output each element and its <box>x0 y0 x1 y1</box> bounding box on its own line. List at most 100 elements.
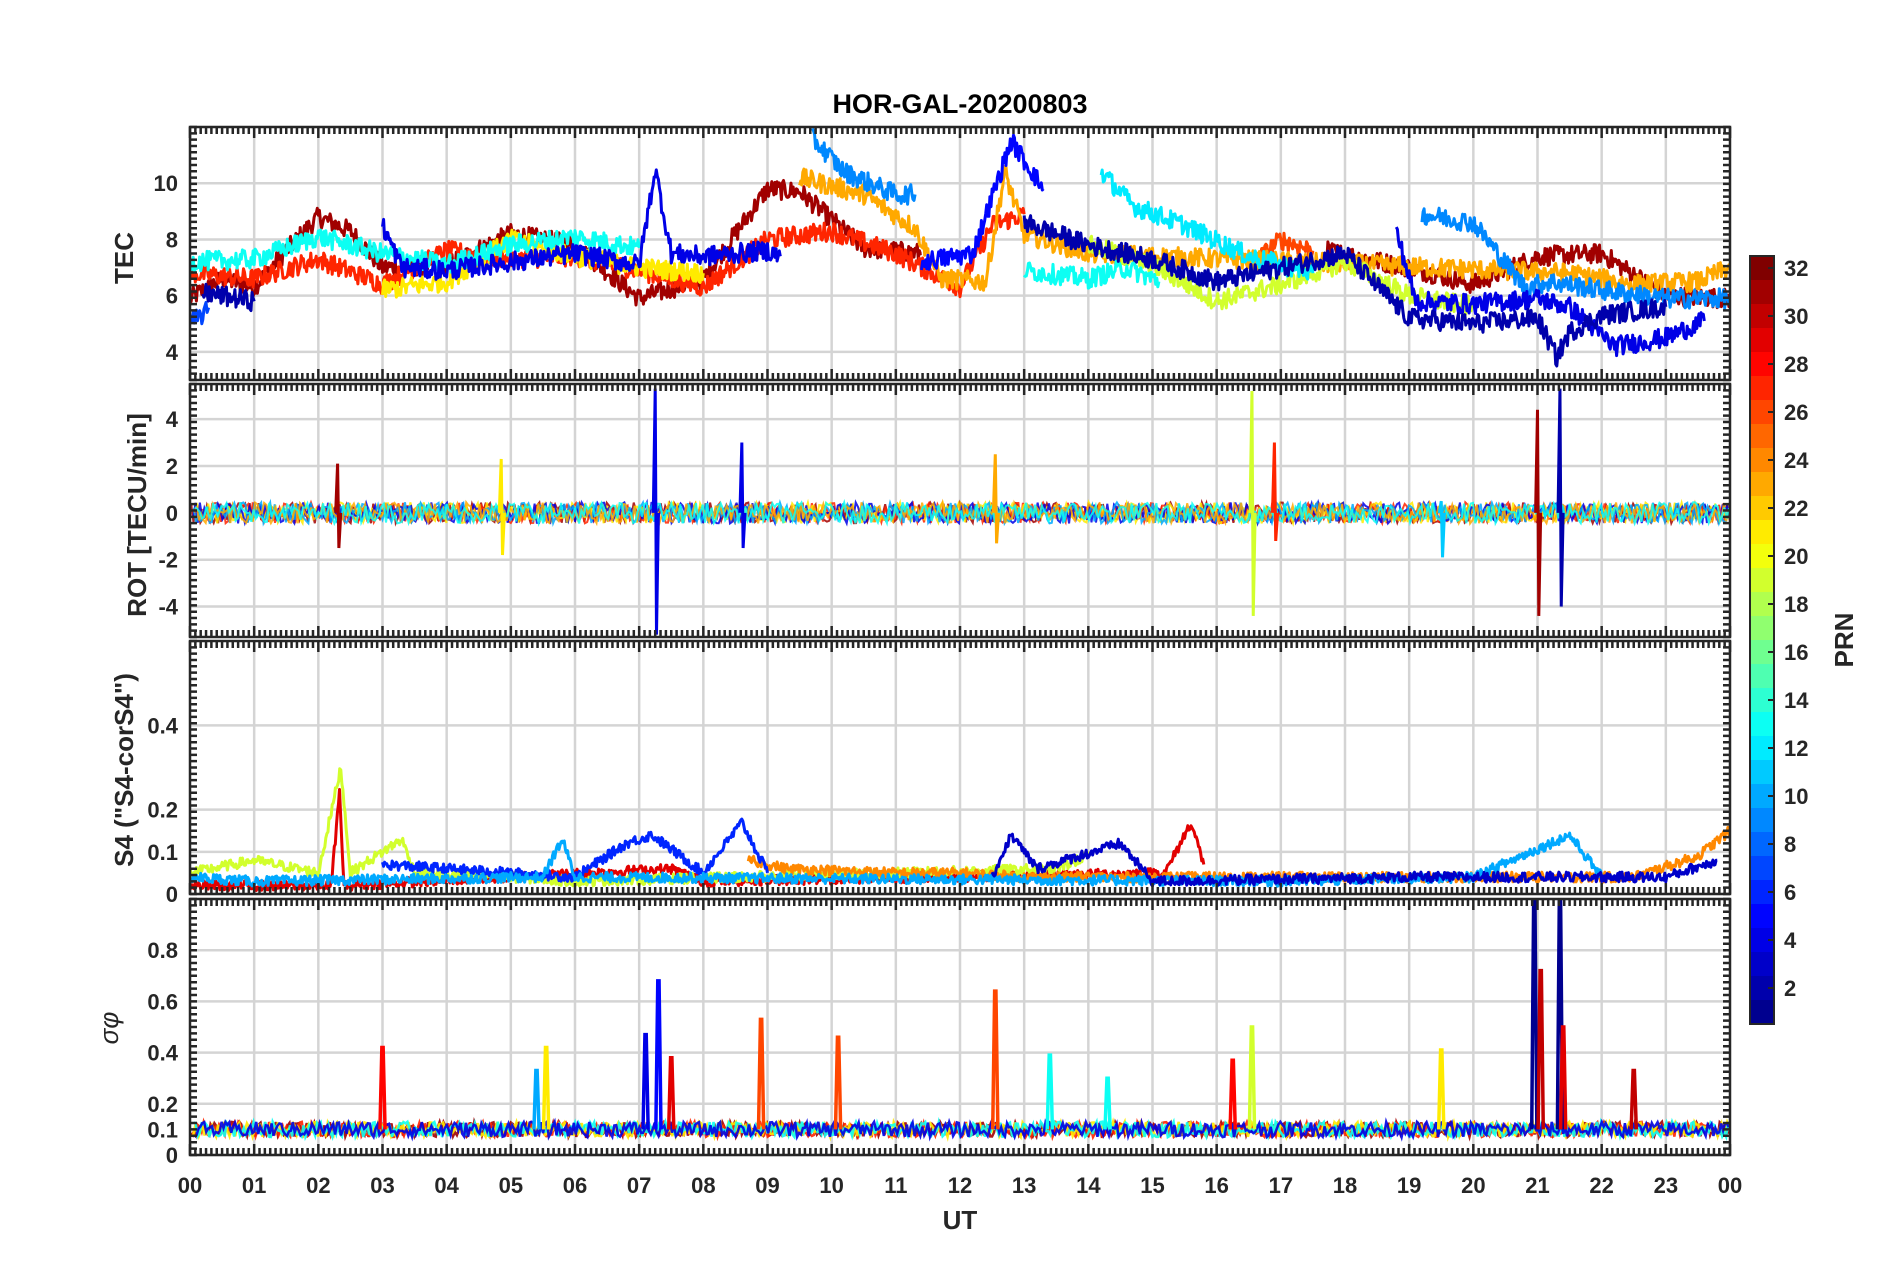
prn-4-trace <box>1394 226 1706 358</box>
sigma-phi-spike <box>532 1068 541 1130</box>
sigma-phi-series <box>190 899 1730 1142</box>
x-tick-label: 09 <box>755 1173 779 1198</box>
x-tick-label: 03 <box>370 1173 394 1198</box>
y-tick-label: 4 <box>166 407 179 432</box>
x-tick-label: 20 <box>1461 1173 1485 1198</box>
prn-9-trace <box>811 127 917 206</box>
rot-spike <box>1556 388 1565 607</box>
prn-10-trace <box>192 498 1729 528</box>
colorbar-tick-label: 26 <box>1784 400 1808 425</box>
prn-2-trace <box>201 282 256 313</box>
sigma-phi-spike <box>1228 1058 1238 1130</box>
prn-5-trace <box>920 133 1045 271</box>
sigma-phi-spike <box>1436 1048 1446 1130</box>
x-tick-label: 21 <box>1525 1173 1549 1198</box>
prn-9-trace <box>1420 206 1730 310</box>
colorbar-swatch <box>1750 280 1774 305</box>
x-tick-label: 00 <box>178 1173 202 1198</box>
colorbar-tick-label: 22 <box>1784 496 1808 521</box>
sigma-phi-spike <box>641 1032 650 1130</box>
x-tick-label: 06 <box>563 1173 587 1198</box>
rot-spike <box>1270 442 1280 542</box>
x-tick-label: 00 <box>1718 1173 1742 1198</box>
colorbar-tick-label: 18 <box>1784 592 1808 617</box>
axis-minor-ticks <box>188 897 1732 1157</box>
y-tick-label: 0.2 <box>147 798 178 823</box>
axis-minor-ticks <box>188 125 1732 382</box>
colorbar-tick-label: 10 <box>1784 784 1808 809</box>
rot-frame <box>188 382 1732 639</box>
rot-spike <box>497 458 506 556</box>
sigma-phi-spike <box>756 1017 766 1130</box>
y-tick-label: 6 <box>166 284 178 309</box>
y-tick-label: 0.4 <box>147 1041 178 1066</box>
rot-spike <box>1248 391 1257 616</box>
colorbar-border <box>1749 255 1775 1025</box>
sigma-phi-spike <box>1247 1025 1257 1130</box>
x-tick-label: 18 <box>1333 1173 1357 1198</box>
colorbar-swatch <box>1750 424 1774 449</box>
colorbar-tick-label: 14 <box>1784 688 1809 713</box>
colorbar-tick-label: 32 <box>1784 256 1808 281</box>
rot-spike <box>651 388 660 635</box>
colorbar-swatch <box>1750 568 1774 593</box>
panel-sigma-phi: 00.10.2 0.4 0.6 0.8 σφ <box>94 897 1732 1168</box>
prn-10-trace <box>190 831 1604 888</box>
rot-spike <box>738 442 747 549</box>
colorbar-swatch <box>1750 904 1774 929</box>
x-tick-label: 14 <box>1076 1173 1101 1198</box>
y-tick-label: 0.6 <box>147 989 178 1014</box>
s4-series <box>190 767 1730 892</box>
colorbar-swatch <box>1750 616 1774 641</box>
colorbar-tick-label: 16 <box>1784 640 1808 665</box>
prn-13-trace <box>194 498 1730 527</box>
colorbar-tick-label: 6 <box>1784 880 1796 905</box>
y-tick-label: -4 <box>158 595 178 620</box>
colorbar-swatch <box>1750 472 1774 497</box>
y-tick-label: 0 <box>166 1143 178 1168</box>
panel-s4: 0 0.1 0.2 0.4 S4 ("S4-corS4") <box>109 639 1732 907</box>
prn-4-trace <box>193 1117 1730 1142</box>
sigma-phi-grid <box>190 899 1730 1157</box>
y-tick-label: 0.1 <box>147 840 178 865</box>
tec-series <box>190 127 1730 368</box>
x-tick-label: 08 <box>691 1173 715 1198</box>
x-tick-label: 15 <box>1140 1173 1164 1198</box>
y-tick-label: 0.1 <box>147 1117 178 1142</box>
colorbar-swatch <box>1750 856 1774 881</box>
y-tick-label: 0 <box>166 501 178 526</box>
x-tick-label: 11 <box>884 1173 907 1198</box>
x-tick-labels: 00 01 02 03 04 05 06 07 08 09 10 11 12 13 14 15 16 17 18 19… <box>178 1173 1742 1198</box>
colorbar-tick-label: 12 <box>1784 736 1808 761</box>
axis-minor-ticks <box>188 639 1732 896</box>
sigma-phi-spike <box>541 1045 551 1130</box>
sigma-phi-spike <box>378 1045 387 1130</box>
colorbar-gradient <box>1749 255 1775 1025</box>
sigma-phi-spike <box>1555 899 1565 1130</box>
prn-7-trace <box>190 300 211 326</box>
s4-ylabel: S4 ("S4-corS4") <box>109 673 139 867</box>
colorbar-label: PRN <box>1829 613 1859 668</box>
y-tick-label: 0.4 <box>147 713 178 738</box>
sigma-phi-spike <box>990 989 1000 1130</box>
rot-ylabel: ROT [TECU/min] <box>122 413 152 617</box>
x-tick-label: 19 <box>1397 1173 1421 1198</box>
rot-spike <box>334 463 343 549</box>
y-tick-label: 4 <box>166 340 179 365</box>
sigma-phi-spike <box>1629 1068 1639 1130</box>
sigma-phi-spike <box>1558 1025 1568 1130</box>
sigma-phi-frame <box>188 897 1732 1157</box>
s4-y-ticks: 0 0.1 0.2 0.4 <box>147 713 178 907</box>
colorbar-swatch <box>1750 376 1774 401</box>
tec-y-ticks: 4 6 8 10 <box>154 171 179 365</box>
colorbar-swatch <box>1750 328 1774 353</box>
sigma-phi-spike <box>1529 899 1539 1130</box>
colorbar-tick-label: 28 <box>1784 352 1808 377</box>
colorbar-tick-label: 20 <box>1784 544 1808 569</box>
colorbar-tick-label: 24 <box>1784 448 1809 473</box>
y-tick-label: 8 <box>166 227 178 252</box>
x-axis-label: UT <box>943 1205 978 1235</box>
y-tick-label: 0 <box>166 882 178 907</box>
